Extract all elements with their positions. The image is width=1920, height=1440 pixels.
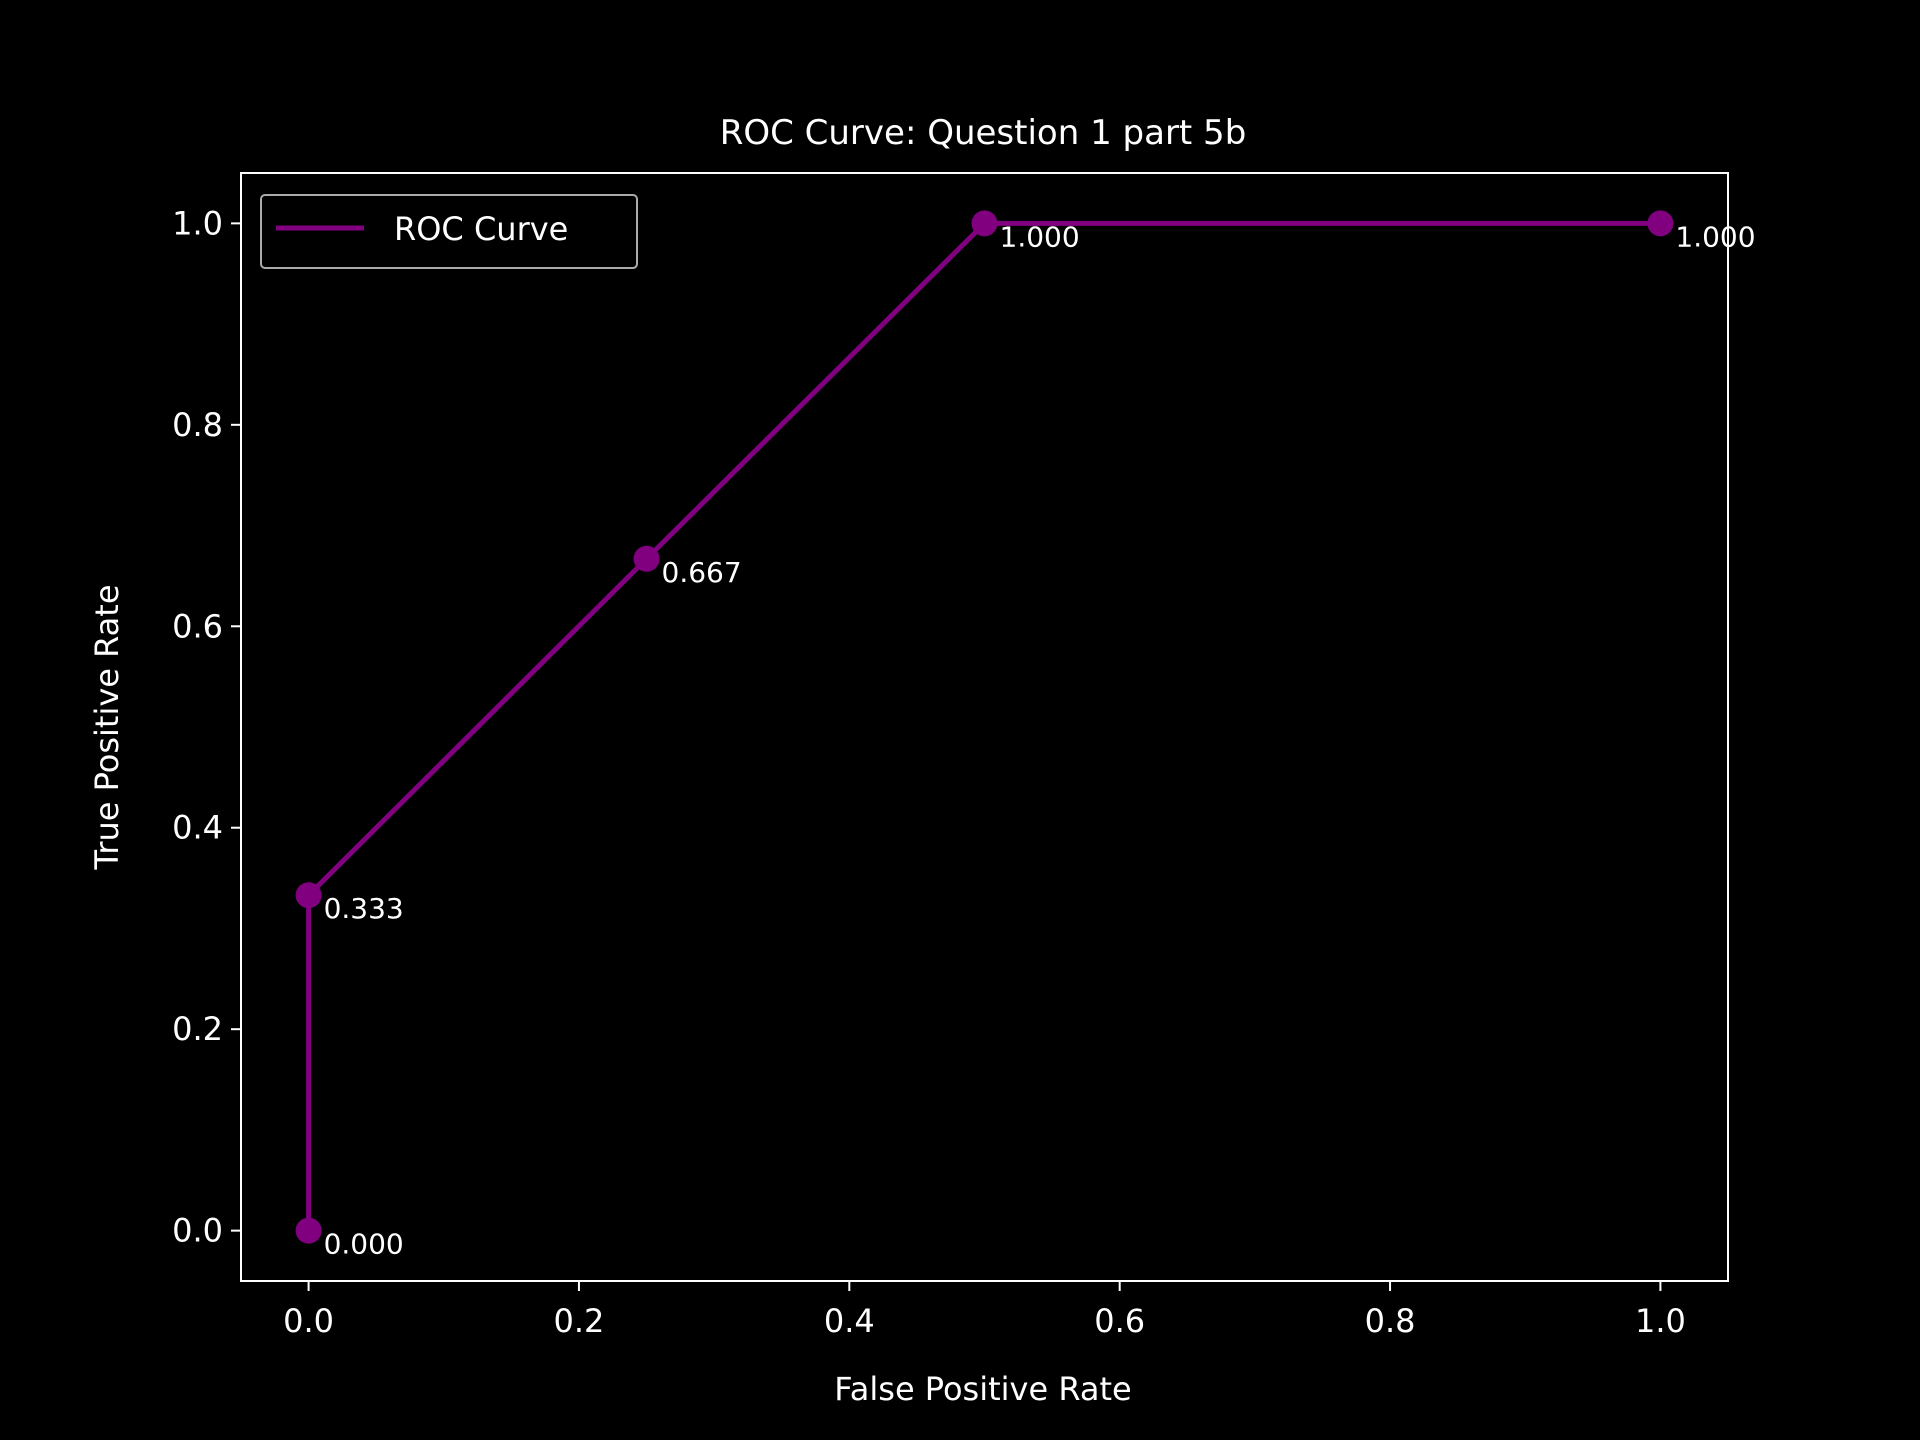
data-point: [633, 545, 660, 572]
x-tick-label: 0.2: [554, 1302, 605, 1340]
data-point: [295, 1217, 322, 1244]
x-tick-label: 0.0: [283, 1302, 334, 1340]
legend-label: ROC Curve: [394, 210, 568, 248]
x-tick-label: 0.4: [824, 1302, 875, 1340]
y-axis-label: True Positive Rate: [88, 584, 126, 870]
data-point: [1647, 210, 1674, 237]
data-point: [971, 210, 998, 237]
y-tick-label: 0.6: [172, 607, 223, 645]
chart-title: ROC Curve: Question 1 part 5b: [720, 113, 1247, 153]
legend-frame: [260, 194, 638, 269]
x-tick-label: 0.8: [1365, 1302, 1416, 1340]
y-tick-label: 0.2: [172, 1010, 223, 1048]
legend: ROC Curve: [260, 194, 638, 269]
data-point-label: 1.000: [1000, 220, 1080, 253]
x-axis-ticks: 0.0 0.2 0.4 0.6 0.8 1.0: [283, 1281, 1686, 1340]
x-tick-label: 1.0: [1635, 1302, 1686, 1340]
data-point-label: 0.000: [324, 1228, 404, 1261]
data-point-label: 0.333: [324, 892, 404, 925]
x-axis-label: False Positive Rate: [834, 1370, 1131, 1408]
data-point-label: 0.667: [662, 556, 742, 589]
y-tick-label: 1.0: [172, 204, 223, 242]
y-tick-label: 0.8: [172, 406, 223, 444]
series-layer: 0.000 0.333 0.667 1.000 1.000: [295, 210, 1756, 1261]
axes-frame: [240, 172, 1729, 1282]
data-point: [295, 882, 322, 909]
y-tick-label: 0.0: [172, 1212, 223, 1250]
y-tick-label: 0.4: [172, 809, 223, 847]
y-axis-ticks: 0.0 0.2 0.4 0.6 0.8 1.0: [172, 204, 241, 1250]
data-point-label: 1.000: [1675, 220, 1755, 253]
x-tick-label: 0.6: [1094, 1302, 1145, 1340]
